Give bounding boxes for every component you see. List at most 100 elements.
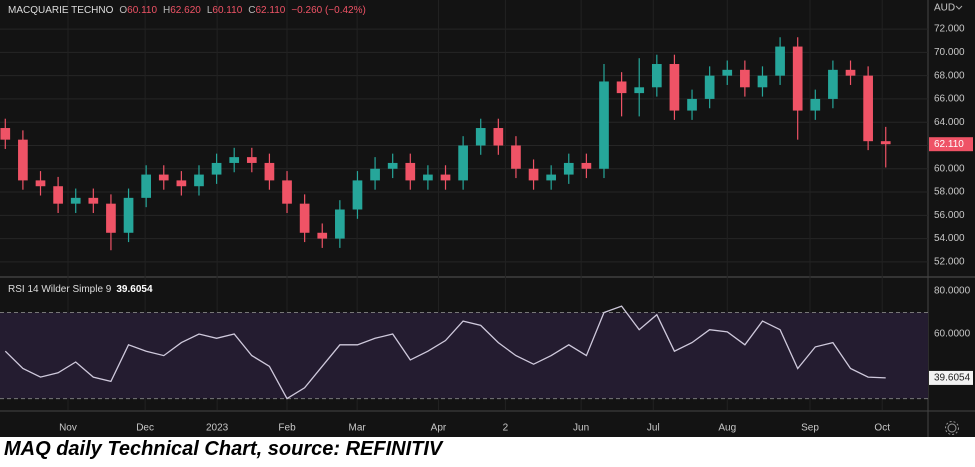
candle-body: [616, 81, 627, 94]
candle-body: [669, 64, 680, 111]
x-tick-label: Feb: [278, 423, 296, 434]
candle-body: [458, 145, 468, 181]
title-value: 39.6054: [116, 284, 153, 295]
candle-body: [370, 168, 380, 181]
ohlc-key: O: [119, 5, 127, 16]
candle-body: [158, 174, 169, 181]
x-tick-label: Oct: [874, 423, 890, 434]
ohlc-value: 60.110: [212, 5, 242, 16]
panel-title: RSI 14 Wilder Simple 9 39.6054: [8, 284, 153, 295]
chart: AUD 52.00054.00056.00058.00060.00062.000…: [0, 0, 975, 437]
candle-body: [88, 197, 99, 204]
candle-body: [387, 162, 398, 169]
candle-body: [828, 69, 838, 99]
dropdown-icon[interactable]: [955, 5, 963, 10]
candle-body: [405, 162, 416, 181]
ohlc-key: L: [207, 5, 213, 16]
candle-body: [352, 180, 363, 210]
last-value-tag: [929, 370, 973, 385]
ohlc-value: 60.110: [127, 5, 157, 16]
candle-body: [757, 75, 768, 88]
y-tick-label: 80.0000: [934, 286, 971, 297]
candle-body: [229, 157, 240, 163]
candle-body: [775, 46, 785, 76]
candle-body: [264, 162, 275, 181]
candle-body: [528, 168, 539, 181]
rsi-band: [0, 312, 928, 399]
title-text: MACQUARIE TECHNO: [8, 5, 114, 16]
candle-body: [493, 128, 504, 146]
candle-body: [546, 174, 557, 181]
candle-body: [53, 186, 63, 204]
candle-body: [246, 157, 257, 163]
candle-body: [141, 174, 151, 198]
candle-body: [704, 75, 715, 99]
candle-body: [299, 203, 310, 233]
last-price-label: 62.110: [934, 139, 964, 150]
candle-body: [106, 203, 116, 233]
x-tick-label: Aug: [718, 423, 736, 434]
candle-body: [511, 145, 521, 169]
candle-body: [0, 128, 11, 140]
candle-body: [123, 197, 134, 233]
candle-body: [194, 174, 204, 187]
candle-body: [810, 98, 821, 111]
caption: MAQ daily Technical Chart, source: REFIN…: [4, 438, 443, 460]
y-tick-label: 72.000: [934, 24, 965, 35]
y-tick-label: 56.000: [934, 210, 965, 221]
candle-body: [282, 180, 292, 204]
candle-body: [880, 141, 891, 145]
x-tick-label: Jul: [647, 423, 660, 434]
y-tick-label: 60.0000: [934, 329, 971, 340]
last-value-label: 39.6054: [934, 373, 971, 384]
ohlc-key: H: [163, 5, 170, 16]
chart-title: MACQUARIE TECHNO O60.110 H62.620 L60.110 C62…: [8, 5, 366, 16]
y-tick-label: 64.000: [934, 117, 965, 128]
candle-body: [740, 69, 750, 88]
candle-body: [211, 162, 222, 175]
candle-body: [70, 197, 81, 204]
candle-body: [792, 46, 803, 111]
candle-body: [845, 69, 856, 76]
x-tick-label: Dec: [136, 423, 154, 434]
change-value: −0.260 (−0.42%): [291, 5, 366, 16]
ohlc-value: 62.110: [255, 5, 285, 16]
candle-body: [687, 98, 697, 111]
x-tick-label: Nov: [59, 423, 77, 434]
last-price-tag: [929, 137, 973, 152]
y-tick-label: 60.000: [934, 163, 965, 174]
ohlc-value: 62.620: [170, 5, 201, 16]
title-text: RSI 14 Wilder Simple 9: [8, 284, 112, 295]
x-tick-label: 2: [503, 423, 509, 434]
y-tick-label: 58.000: [934, 187, 965, 198]
candle-body: [440, 174, 451, 181]
candle-body: [722, 69, 733, 76]
candle-body: [563, 162, 574, 175]
candle-body: [35, 180, 46, 187]
candle-body: [335, 209, 345, 239]
x-tick-label: Mar: [348, 423, 366, 434]
candle-body: [423, 174, 433, 181]
candle-body: [176, 180, 187, 187]
x-tick-label: Apr: [431, 423, 447, 434]
candle-body: [317, 232, 328, 239]
y-tick-label: 70.000: [934, 47, 965, 58]
x-tick-label: Jun: [573, 423, 589, 434]
ohlc-key: C: [248, 5, 255, 16]
candle-body: [18, 139, 28, 181]
rsi-line: [4, 305, 886, 400]
candle-body: [634, 87, 645, 94]
axis-unit[interactable]: AUD: [934, 3, 955, 14]
y-tick-label: 54.000: [934, 233, 965, 244]
y-tick-label: 68.000: [934, 70, 965, 81]
x-tick-label: Sep: [801, 423, 819, 434]
y-tick-label: 66.000: [934, 94, 965, 105]
y-tick-label: 52.000: [934, 257, 965, 268]
candle-body: [651, 64, 662, 88]
candle-body: [475, 128, 486, 146]
settings-icon[interactable]: [945, 421, 959, 435]
candle-body: [863, 75, 873, 142]
candle-body: [599, 81, 609, 169]
candle-body: [581, 162, 592, 169]
